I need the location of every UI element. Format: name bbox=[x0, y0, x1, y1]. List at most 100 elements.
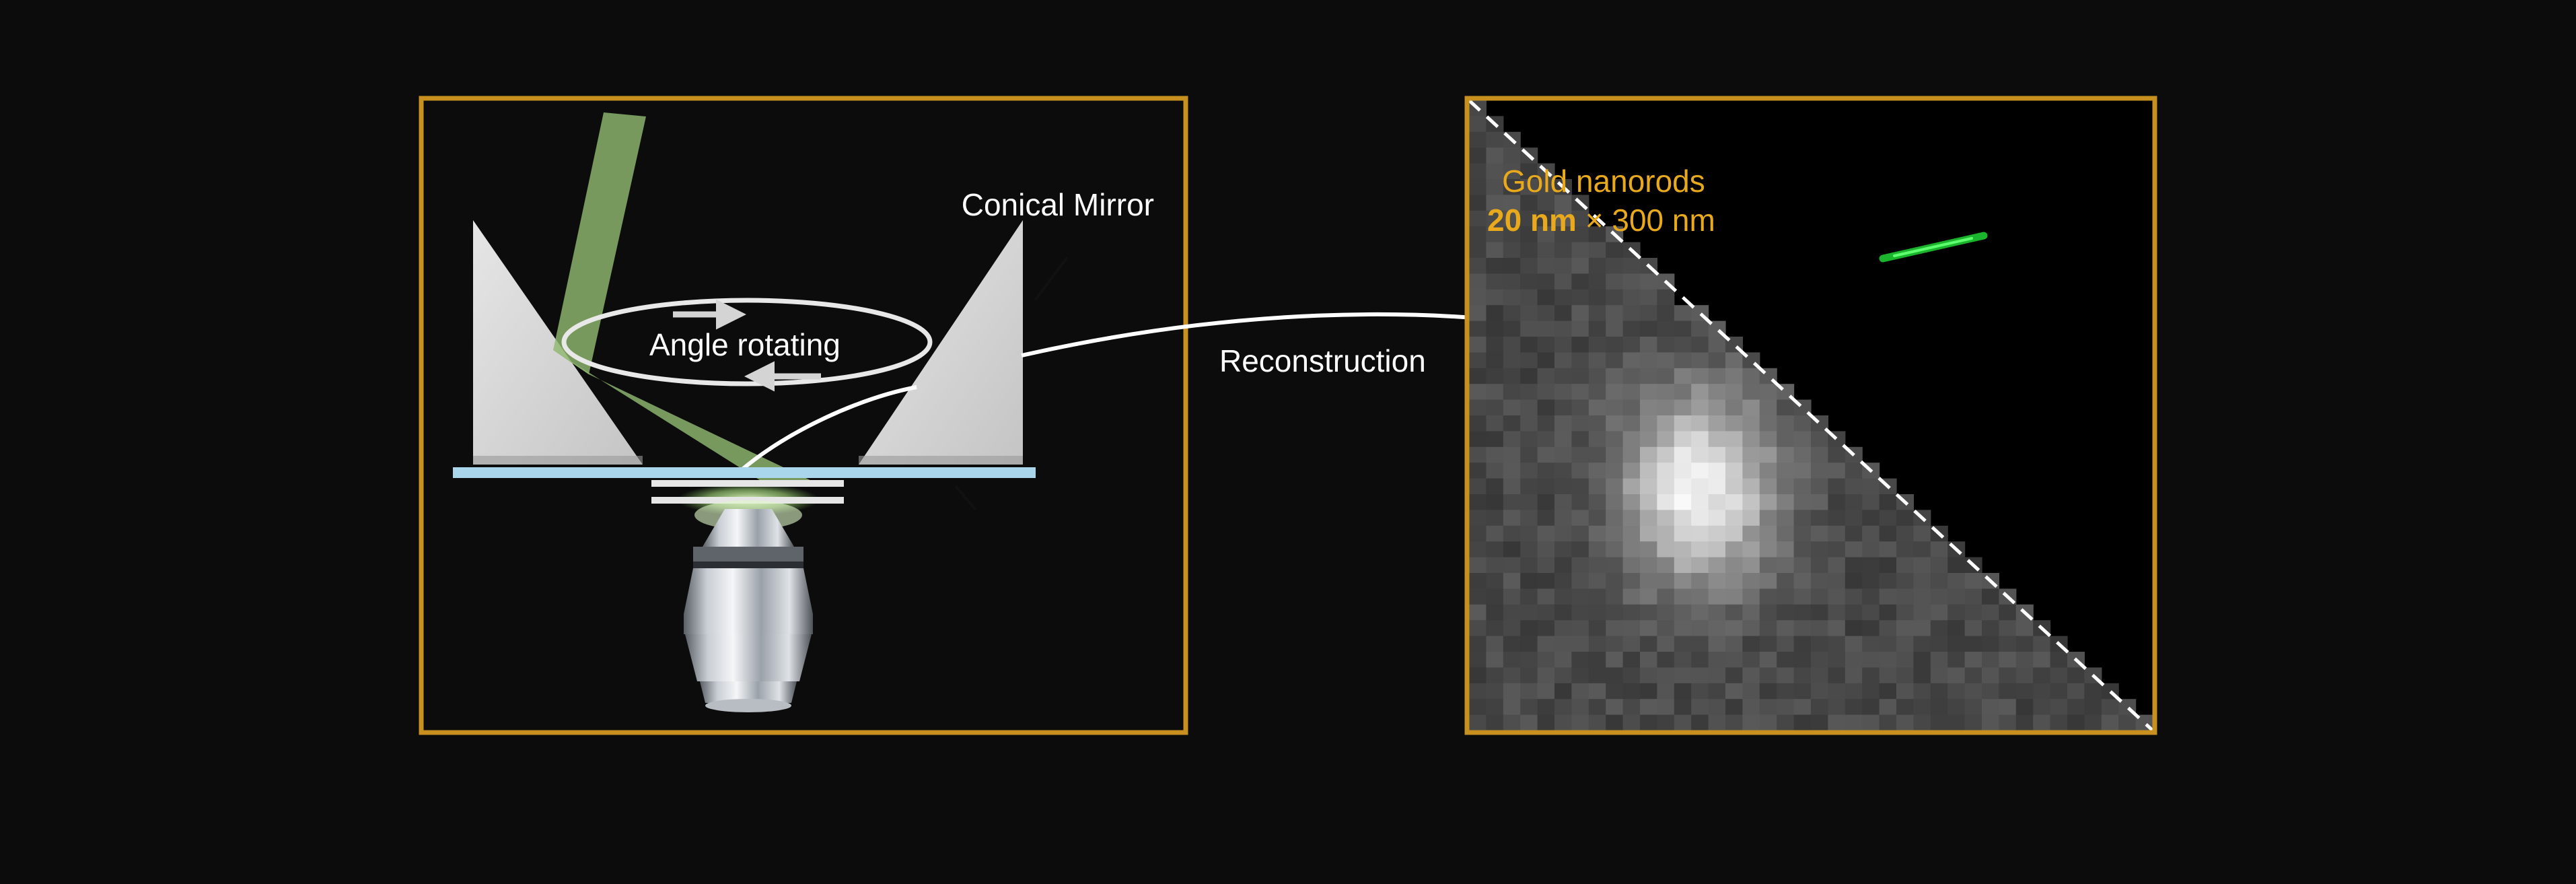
image-pixel bbox=[1657, 384, 1675, 401]
image-pixel bbox=[1862, 683, 1880, 700]
image-pixel bbox=[1725, 620, 1743, 637]
image-pixel bbox=[1537, 305, 1555, 322]
image-pixel bbox=[1691, 667, 1709, 684]
image-pixel bbox=[1537, 210, 1555, 227]
image-pixel bbox=[1725, 415, 1743, 432]
image-pixel bbox=[1571, 431, 1589, 448]
image-pixel bbox=[1657, 510, 1675, 526]
image-pixel bbox=[1588, 384, 1606, 401]
image-pixel bbox=[1469, 652, 1487, 668]
image-pixel bbox=[1503, 620, 1521, 637]
image-pixel bbox=[1708, 557, 1726, 574]
image-pixel bbox=[1793, 588, 1812, 605]
image-pixel bbox=[1554, 399, 1572, 416]
image-pixel bbox=[1469, 258, 1487, 274]
image-pixel bbox=[1520, 541, 1538, 558]
image-pixel bbox=[1606, 258, 1624, 274]
image-pixel bbox=[1469, 320, 1487, 337]
image-pixel bbox=[1896, 652, 1914, 668]
image-pixel bbox=[1674, 415, 1692, 432]
image-pixel bbox=[1554, 446, 1572, 463]
image-pixel bbox=[2067, 683, 2085, 700]
image-pixel bbox=[1503, 352, 1521, 369]
image-pixel bbox=[1982, 604, 1999, 621]
image-pixel bbox=[1811, 478, 1828, 495]
nanorod-size-bold: 20 nm bbox=[1487, 203, 1577, 238]
image-pixel bbox=[1674, 320, 1692, 337]
image-pixel bbox=[1657, 636, 1675, 652]
image-pixel bbox=[1879, 510, 1897, 526]
image-pixel bbox=[1691, 620, 1709, 637]
image-pixel bbox=[1913, 588, 1931, 605]
image-pixel bbox=[1503, 179, 1521, 195]
image-pixel bbox=[1588, 289, 1606, 306]
image-pixel bbox=[1879, 652, 1897, 668]
image-pixel bbox=[1606, 620, 1624, 637]
image-pixel bbox=[1691, 699, 1709, 716]
image-pixel bbox=[1622, 289, 1641, 306]
image-pixel bbox=[2015, 714, 2034, 731]
image-pixel bbox=[1520, 573, 1538, 589]
image-pixel bbox=[1622, 463, 1641, 479]
image-pixel bbox=[1879, 557, 1897, 574]
image-pixel bbox=[1964, 620, 1982, 637]
mirror-pointer bbox=[1034, 256, 1069, 302]
image-pixel bbox=[1486, 494, 1504, 510]
image-pixel bbox=[1537, 604, 1555, 621]
image-pixel bbox=[1811, 557, 1828, 574]
image-pixel bbox=[1845, 636, 1863, 652]
image-pixel bbox=[1759, 541, 1777, 558]
image-pixel bbox=[1708, 604, 1726, 621]
image-pixel bbox=[1554, 195, 1572, 211]
image-pixel bbox=[1571, 620, 1589, 637]
image-pixel bbox=[1759, 446, 1777, 463]
image-pixel bbox=[1554, 463, 1572, 479]
image-pixel bbox=[1520, 273, 1538, 290]
image-pixel bbox=[1742, 604, 1760, 621]
image-pixel bbox=[1486, 510, 1504, 526]
image-pixel bbox=[1930, 588, 1948, 605]
conical-mirror-label: Conical Mirror bbox=[962, 187, 1154, 222]
image-pixel bbox=[1588, 557, 1606, 574]
image-pixel bbox=[1469, 337, 1487, 353]
image-pixel bbox=[1503, 399, 1521, 416]
image-pixel bbox=[1537, 446, 1555, 463]
image-pixel bbox=[1486, 320, 1504, 337]
mirror-left-base-shadow bbox=[473, 456, 643, 465]
image-pixel bbox=[1537, 226, 1555, 243]
image-pixel bbox=[1537, 273, 1555, 290]
image-pixel bbox=[1537, 431, 1555, 448]
image-pixel bbox=[1862, 510, 1880, 526]
image-pixel bbox=[1930, 714, 1948, 731]
image-pixel bbox=[1999, 699, 2017, 716]
image-pixel bbox=[1777, 588, 1795, 605]
image-pixel bbox=[1640, 683, 1657, 700]
image-pixel bbox=[1520, 195, 1538, 211]
image-pixel bbox=[1486, 525, 1504, 542]
image-pixel bbox=[1503, 557, 1521, 574]
image-pixel bbox=[1657, 463, 1675, 479]
image-pixel bbox=[1606, 510, 1624, 526]
image-pixel bbox=[1537, 636, 1555, 652]
image-pixel bbox=[1588, 714, 1606, 731]
image-pixel bbox=[1691, 525, 1709, 542]
image-pixel bbox=[1571, 337, 1589, 353]
image-pixel bbox=[1588, 667, 1606, 684]
image-pixel bbox=[1708, 431, 1726, 448]
image-pixel bbox=[1640, 588, 1657, 605]
image-pixel bbox=[1520, 620, 1538, 637]
image-pixel bbox=[1469, 226, 1487, 243]
image-pixel bbox=[1554, 305, 1572, 322]
image-pixel bbox=[1622, 305, 1641, 322]
image-pixel bbox=[1862, 588, 1880, 605]
image-pixel bbox=[1486, 652, 1504, 668]
image-pixel bbox=[1571, 588, 1589, 605]
image-pixel bbox=[1469, 588, 1487, 605]
image-pixel bbox=[1725, 431, 1743, 448]
image-pixel bbox=[1930, 667, 1948, 684]
image-pixel bbox=[1640, 337, 1657, 353]
image-pixel bbox=[1571, 667, 1589, 684]
image-pixel bbox=[1811, 573, 1828, 589]
image-pixel bbox=[1622, 352, 1641, 369]
image-pixel bbox=[1947, 714, 1966, 731]
